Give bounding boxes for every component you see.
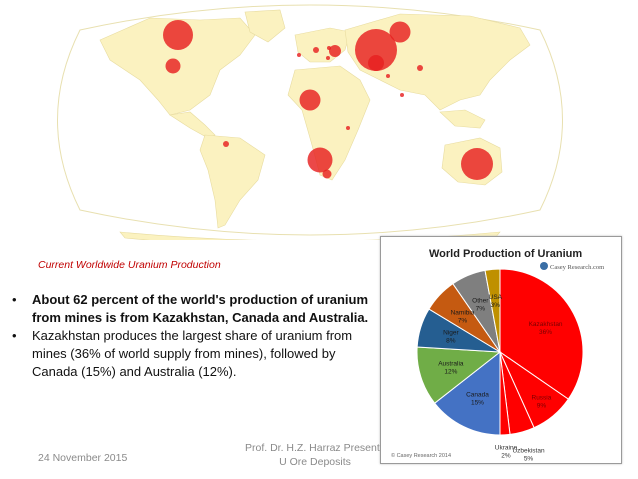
pie-label-other: Other: [472, 297, 489, 304]
bubble-china: [417, 65, 423, 71]
pie-label-niger: Niger: [443, 330, 459, 337]
pie-label-australia: Australia: [438, 360, 464, 367]
pie-label-usa: USA: [489, 294, 503, 301]
bullet-list: • About 62 percent of the world's produc…: [12, 291, 372, 381]
bullet-item: • Kazakhstan produces the largest share …: [12, 327, 372, 381]
bubble-europe-west: [297, 53, 301, 57]
bubble-romania: [326, 56, 330, 60]
pie-slice-kazakhstan: [499, 268, 584, 400]
map-central-america: [169, 111, 216, 139]
bubble-russia-east: [389, 21, 411, 43]
pie-value-niger: 8%: [446, 338, 456, 345]
bubble-brazil: [223, 141, 229, 147]
bubble-malawi: [346, 126, 350, 130]
footer-author-line: U Ore Deposits: [279, 456, 351, 468]
pie-value-usa: 3%: [491, 302, 501, 309]
pie-slices: [416, 268, 584, 436]
bubble-niger: [299, 89, 321, 111]
pie-value-other: 7%: [476, 305, 486, 312]
bullet-dot-icon: •: [12, 328, 17, 343]
pie-label-russia: Russia: [532, 395, 552, 402]
bubble-kazakhstan: [355, 29, 397, 71]
uranium-pie-chart: World Production of Uranium Casey Resear…: [380, 236, 622, 464]
map-south-america: [199, 134, 266, 229]
pie-value-russia: 9%: [537, 403, 547, 410]
bullet-dot-icon: •: [12, 292, 17, 307]
map-caption: Current Worldwide Uranium Production: [38, 259, 221, 271]
pie-value-ukraine: 2%: [501, 452, 511, 459]
bubble-ukraine: [329, 45, 341, 57]
map-southeast-asia: [439, 109, 486, 129]
bullet-text: Kazakhstan produces the largest share of…: [32, 328, 353, 379]
bubble-pakistan: [386, 74, 390, 78]
pie-label-uzbekistan: Uzbekistan: [512, 447, 545, 454]
footer-author: Prof. Dr. H.Z. Harraz Presentati U Ore D…: [245, 441, 385, 469]
pie-label-canada: Canada: [466, 391, 489, 398]
pie-chart-svg: World Production of Uranium Casey Resear…: [391, 248, 604, 463]
bullet-item: • About 62 percent of the world's produc…: [12, 291, 372, 327]
bubble-south-africa: [322, 169, 332, 179]
pie-value-canada: 15%: [471, 399, 484, 406]
pie-label-ukraine: Ukraine: [495, 444, 518, 451]
chart-title: World Production of Uranium: [429, 248, 582, 260]
world-uranium-map: [57, 4, 563, 240]
brand-logo: Casey Research.com: [540, 262, 604, 271]
bubble-usa: [165, 58, 181, 74]
bubble-australia: [461, 148, 493, 180]
brand-logo-icon: [540, 262, 548, 270]
brand-text: Casey Research.com: [550, 264, 604, 271]
production-bubbles: [163, 20, 493, 180]
pie-slice-canada: [433, 350, 501, 436]
copyright-note: © Casey Research 2014: [391, 452, 451, 459]
pie-slice-usa: [484, 268, 501, 353]
footer-author-line: Prof. Dr. H.Z. Harraz Presentati: [245, 442, 385, 454]
bubble-namibia: [307, 147, 333, 173]
bubble-uzbekistan: [368, 55, 384, 71]
pie-value-namibia: 7%: [458, 318, 468, 325]
pie-label-kazakhstan: Kazakhstan: [529, 321, 563, 328]
map-greenland: [244, 9, 286, 43]
bubble-canada: [163, 20, 193, 50]
bubble-czech: [313, 47, 319, 53]
pie-label-namibia: Namibia: [451, 310, 475, 317]
pie-value-australia: 12%: [444, 368, 457, 375]
footer-date: 24 November 2015: [38, 452, 128, 464]
pie-value-kazakhstan: 36%: [539, 329, 552, 336]
bullet-text: About 62 percent of the world's producti…: [32, 292, 369, 325]
pie-value-uzbekistan: 5%: [524, 455, 534, 462]
bubble-india: [400, 93, 404, 97]
